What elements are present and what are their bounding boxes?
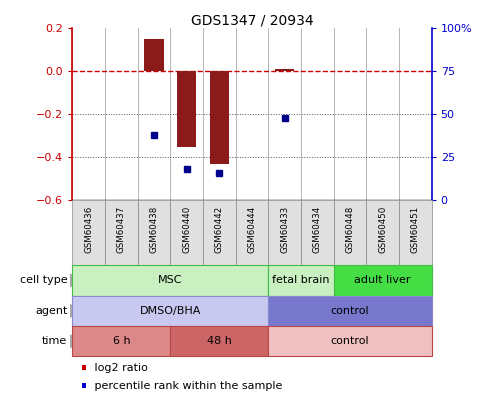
Bar <box>105 200 138 265</box>
Bar <box>203 200 236 265</box>
Text: log2 ratio: log2 ratio <box>91 363 148 373</box>
Text: GSM60442: GSM60442 <box>215 206 224 253</box>
Polygon shape <box>70 273 81 288</box>
Text: DMSO/BHA: DMSO/BHA <box>140 306 201 316</box>
Polygon shape <box>70 334 81 348</box>
Text: MSC: MSC <box>158 275 183 286</box>
Text: percentile rank within the sample: percentile rank within the sample <box>91 381 283 390</box>
Text: agent: agent <box>35 306 67 316</box>
Text: time: time <box>42 336 67 346</box>
Text: GSM60438: GSM60438 <box>150 206 159 253</box>
Text: fetal brain: fetal brain <box>272 275 330 286</box>
Text: GSM60437: GSM60437 <box>117 206 126 253</box>
Text: GSM60440: GSM60440 <box>182 206 191 253</box>
Text: GSM60436: GSM60436 <box>84 206 93 253</box>
Text: GSM60444: GSM60444 <box>248 206 256 253</box>
Bar <box>138 200 170 265</box>
Bar <box>268 200 301 265</box>
Bar <box>334 200 366 265</box>
Text: GSM60451: GSM60451 <box>411 206 420 253</box>
Text: 6 h: 6 h <box>113 336 130 346</box>
Bar <box>170 200 203 265</box>
Text: adult liver: adult liver <box>354 275 411 286</box>
Polygon shape <box>70 304 81 318</box>
Text: GSM60448: GSM60448 <box>345 206 354 253</box>
Bar <box>144 39 164 71</box>
Bar <box>72 200 105 265</box>
Bar <box>301 200 334 265</box>
Title: GDS1347 / 20934: GDS1347 / 20934 <box>191 13 313 27</box>
Bar <box>399 200 432 265</box>
Bar <box>236 200 268 265</box>
Bar <box>275 69 294 71</box>
Text: GSM60433: GSM60433 <box>280 206 289 253</box>
Text: GSM60450: GSM60450 <box>378 206 387 253</box>
Bar <box>177 71 197 147</box>
Text: 48 h: 48 h <box>207 336 232 346</box>
Text: cell type: cell type <box>20 275 67 286</box>
Text: control: control <box>331 306 369 316</box>
Text: GSM60434: GSM60434 <box>313 206 322 253</box>
Bar <box>210 71 229 164</box>
Bar <box>366 200 399 265</box>
Text: control: control <box>331 336 369 346</box>
